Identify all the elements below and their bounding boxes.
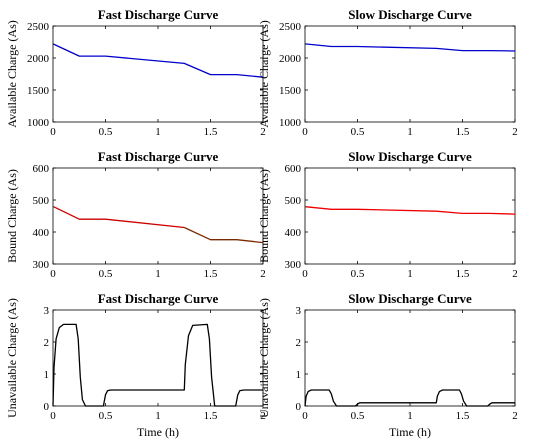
subplot-2: 0 0.5 1 1.5 2 1000 1500 2000 2500 Slow Discharge … <box>257 7 518 138</box>
x-tick-label: 1.5 <box>204 268 218 280</box>
series-line-2 <box>184 226 264 244</box>
y-tick-label: 2 <box>44 337 50 349</box>
chart-title: Slow Discharge Curve <box>348 149 472 164</box>
y-tick-label: 1500 <box>279 85 302 97</box>
x-tick-label: 0.5 <box>351 126 365 138</box>
y-tick-label: 1500 <box>27 85 50 97</box>
series-line-1 <box>304 206 516 215</box>
x-tick-label: 2 <box>260 126 266 138</box>
x-tick-label: 1 <box>407 126 413 138</box>
y-tick-label: 300 <box>285 259 302 271</box>
series-line-1 <box>52 323 263 407</box>
x-tick-label: 0 <box>50 268 56 280</box>
x-tick-label: 2 <box>512 410 518 422</box>
chart-title: Fast Discharge Curve <box>98 7 219 22</box>
x-tick-label: 1 <box>155 410 161 422</box>
x-tick-label: 1.5 <box>456 410 470 422</box>
x-tick-label: 2 <box>260 268 266 280</box>
chart-title: Fast Discharge Curve <box>98 291 219 306</box>
y-tick-label: 2500 <box>279 21 302 33</box>
subplot-1: 0 0.5 1 1.5 2 1000 1500 2000 2500 Fast Discharge … <box>5 7 266 138</box>
axes-box <box>304 309 516 407</box>
x-tick-label: 0.5 <box>351 268 365 280</box>
x-tick-label: 0.5 <box>99 410 113 422</box>
x-tick-label: 1 <box>155 268 161 280</box>
x-tick-label: 1.5 <box>204 410 218 422</box>
y-tick-label: 300 <box>33 259 50 271</box>
y-tick-label: 1000 <box>27 117 50 129</box>
x-tick-label: 2 <box>512 268 518 280</box>
y-tick-label: 1 <box>296 369 302 381</box>
x-tick-label: 0 <box>50 126 56 138</box>
subplot-4: 0 0.5 1 1.5 2 300 400 500 600 Slow Discharge Curv… <box>257 149 518 280</box>
y-tick-label: 400 <box>33 227 50 239</box>
y-tick-label: 3 <box>44 305 50 317</box>
axes-box <box>304 167 516 265</box>
y-axis-label: Available Charge (As) <box>257 20 271 128</box>
x-axis-label: Time (h) <box>137 425 179 439</box>
y-axis-label: Bound Charge (As) <box>5 169 19 263</box>
y-tick-label: 2 <box>296 337 302 349</box>
x-tick-label: 1 <box>155 126 161 138</box>
x-tick-label: 2 <box>512 126 518 138</box>
chart-title: Slow Discharge Curve <box>348 291 472 306</box>
y-tick-label: 600 <box>33 163 50 175</box>
y-tick-label: 1 <box>44 369 50 381</box>
subplot-3: 0 0.5 1 1.5 2 300 400 500 600 Fast Discharge Curv… <box>5 149 266 280</box>
y-tick-label: 600 <box>285 163 302 175</box>
series-line-1 <box>52 43 264 78</box>
series-line-1 <box>304 389 515 407</box>
series-line-1 <box>304 43 516 52</box>
chart-title: Fast Discharge Curve <box>98 149 219 164</box>
y-axis-label: Available Charge (As) <box>5 20 19 128</box>
axes-box <box>52 309 264 407</box>
y-axis-label: Unavailable Charge (As) <box>257 298 271 418</box>
x-tick-label: 0.5 <box>99 126 113 138</box>
y-axis-label: Bound Charge (As) <box>257 169 271 263</box>
y-tick-label: 1000 <box>279 117 302 129</box>
y-tick-label: 400 <box>285 227 302 239</box>
x-tick-label: 0.5 <box>351 410 365 422</box>
y-tick-label: 2000 <box>27 53 50 65</box>
series-line-1 <box>52 205 185 229</box>
y-tick-label: 500 <box>285 195 302 207</box>
x-tick-label: 0 <box>302 126 308 138</box>
y-tick-label: 500 <box>33 195 50 207</box>
y-axis-label: Unavailable Charge (As) <box>5 298 19 418</box>
x-tick-label: 0 <box>50 410 56 422</box>
x-tick-label: 0 <box>302 410 308 422</box>
chart-title: Slow Discharge Curve <box>348 7 472 22</box>
subplot-5: 0 0.5 1 1.5 2 0 1 2 3 Fast Discharge Curve Unavail… <box>5 291 266 439</box>
x-tick-label: 0.5 <box>99 268 113 280</box>
y-tick-label: 2500 <box>27 21 50 33</box>
x-tick-label: 1.5 <box>456 268 470 280</box>
axes-box <box>304 25 516 123</box>
x-tick-label: 1.5 <box>456 126 470 138</box>
x-tick-label: 1 <box>407 268 413 280</box>
axes-box <box>52 167 264 265</box>
y-tick-label: 3 <box>296 305 302 317</box>
x-tick-label: 0 <box>302 268 308 280</box>
y-tick-label: 0 <box>44 401 50 413</box>
x-tick-label: 1 <box>407 410 413 422</box>
y-tick-label: 0 <box>296 401 302 413</box>
x-tick-label: 2 <box>260 410 266 422</box>
x-axis-label: Time (h) <box>389 425 431 439</box>
x-tick-label: 1.5 <box>204 126 218 138</box>
subplot-6: 0 0.5 1 1.5 2 0 1 2 3 Slow Discharge Curve Unavail… <box>257 291 518 439</box>
y-tick-label: 2000 <box>279 53 302 65</box>
